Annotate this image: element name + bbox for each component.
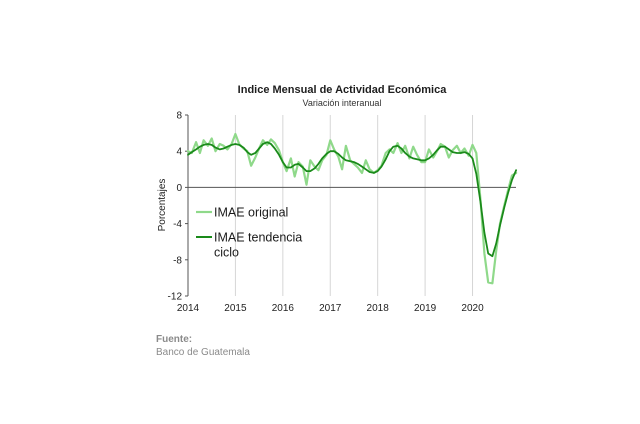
series-line-imae-tendencia-ciclo: [187, 141, 517, 258]
legend: IMAE original IMAE tendencia ciclo: [196, 206, 302, 260]
y-tick-label: -4: [173, 219, 182, 230]
x-tick-label: 2016: [272, 303, 295, 314]
x-tick-label: 2015: [224, 303, 247, 314]
chart-subtitle: Variación interanual: [302, 98, 382, 108]
x-tick-label: 2020: [461, 303, 484, 314]
x-tick-label: 2017: [319, 303, 342, 314]
y-axis-label: Porcentajes: [157, 179, 168, 232]
source-label: Fuente:: [156, 334, 193, 345]
chart-title: Indice Mensual de Actividad Económica: [237, 84, 447, 96]
series-lines: [186, 132, 518, 285]
grid-lines: [234, 115, 474, 296]
source-text: Banco de Guatemala: [156, 347, 250, 358]
y-tick-label: 0: [176, 183, 182, 194]
legend-label-imae-original: IMAE original: [214, 206, 288, 220]
legend-label-imae-tendencia-ciclo: IMAE tendencia ciclo: [214, 231, 302, 260]
y-tick-label: 8: [176, 111, 182, 122]
y-tick-label: -8: [173, 255, 182, 266]
x-tick-label: 2014: [177, 303, 200, 314]
y-tick-label: 4: [176, 147, 182, 158]
x-tick-label: 2018: [367, 303, 390, 314]
x-tick-label: 2019: [414, 303, 437, 314]
y-tick-label: -12: [168, 292, 183, 303]
